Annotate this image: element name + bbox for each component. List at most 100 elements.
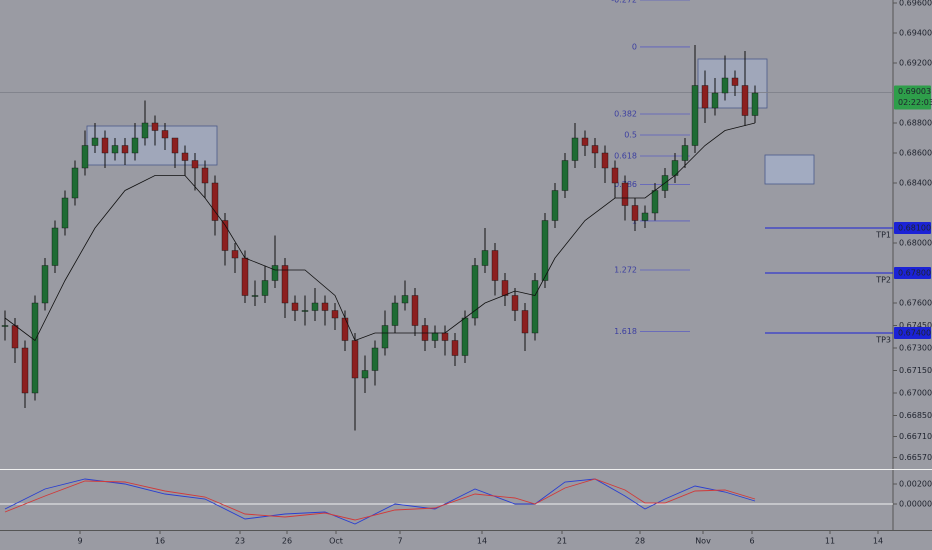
candle-body <box>751 92 759 116</box>
x-tick-label: Oct <box>329 537 343 546</box>
y-tick-label: 0.66710 <box>899 432 932 441</box>
candle-body <box>241 257 249 296</box>
fib-label: 0.382 <box>614 110 637 119</box>
x-tick-label: 14 <box>873 537 883 546</box>
candle-body <box>441 332 449 341</box>
candle-body <box>401 295 409 304</box>
target-name: TP1 <box>875 231 891 240</box>
candle-body <box>631 205 639 221</box>
y-tick-label: 0.67000 <box>899 389 932 398</box>
candle-body <box>381 325 389 349</box>
candle-body <box>651 190 659 214</box>
candle-body <box>611 167 619 184</box>
candle-body <box>641 212 649 221</box>
target-tag <box>894 222 931 234</box>
candle-body <box>491 250 499 281</box>
x-tick-label: 9 <box>77 537 82 546</box>
target-tag <box>894 267 931 279</box>
candle-body <box>271 265 279 281</box>
candle-body <box>371 347 379 371</box>
zone-box <box>764 154 815 185</box>
candle-body <box>221 220 229 251</box>
fib-label: -0.272 <box>611 0 637 5</box>
candle-body <box>591 145 599 154</box>
candle-body <box>461 317 469 356</box>
candle-body <box>231 250 239 259</box>
osc-line <box>4 478 756 521</box>
candle-body <box>171 137 179 154</box>
candle-body <box>81 145 89 169</box>
candle-body <box>521 310 529 334</box>
candle-body <box>151 122 159 131</box>
fib-label: 0.5 <box>624 131 637 140</box>
candle-body <box>11 325 19 349</box>
countdown: 02:22:03 <box>898 98 932 107</box>
y-tick-label: 0.68400 <box>899 179 932 188</box>
candle-body <box>601 152 609 169</box>
x-tick-label: 26 <box>282 537 292 546</box>
x-tick-label: 23 <box>235 537 245 546</box>
candle-body <box>261 280 269 296</box>
y-tick-label: 0.68000 <box>899 239 932 248</box>
candle-body <box>311 302 319 311</box>
candle-body <box>131 137 139 154</box>
candle-body <box>91 137 99 146</box>
x-tick-label: 7 <box>397 537 402 546</box>
candle-body <box>251 295 259 297</box>
target-name: TP3 <box>875 336 891 345</box>
x-tick-label: 16 <box>155 537 165 546</box>
osc-line <box>4 478 756 525</box>
y-tick-label: 0.68600 <box>899 149 932 158</box>
y-tick-label: 0.69400 <box>899 29 932 38</box>
trend-line <box>4 122 756 342</box>
candle-body <box>721 77 729 94</box>
candle-body <box>201 167 209 184</box>
candle-body <box>511 295 519 311</box>
fib-label: 1 <box>632 216 637 225</box>
x-tick-label: 21 <box>557 537 567 546</box>
candle-body <box>581 137 589 146</box>
x-tick-label: 6 <box>749 537 754 546</box>
y-tick-label: 0.68800 <box>899 119 932 128</box>
candle-body <box>681 145 689 161</box>
target-price: 0.68100 <box>898 224 931 233</box>
x-tick-label: Nov <box>695 537 711 546</box>
x-tick-label: 11 <box>825 537 835 546</box>
candle-body <box>731 77 739 86</box>
candle-body <box>561 160 569 191</box>
x-tick-label: 28 <box>635 537 645 546</box>
candle-body <box>411 295 419 326</box>
y-tick-label: 0.67600 <box>899 299 932 308</box>
candle-body <box>21 347 29 394</box>
candle-body <box>51 227 59 266</box>
candle-body <box>711 92 719 109</box>
y-tick-label: 0.66570 <box>899 453 932 462</box>
candle-body <box>471 265 479 319</box>
candle-body <box>111 145 119 154</box>
candle-body <box>331 310 339 319</box>
candle-body <box>161 130 169 139</box>
target-price: 0.67400 <box>898 329 931 338</box>
candle-body <box>571 137 579 161</box>
y-tick-label: 0.67300 <box>899 344 932 353</box>
y-tick-label: 0.69200 <box>899 59 932 68</box>
fib-label: 0.618 <box>614 152 637 161</box>
osc-tick-label: 0.00200 <box>899 480 932 489</box>
candle-body <box>321 302 329 311</box>
candle-body <box>391 302 399 326</box>
candle-body <box>351 340 359 379</box>
candle-body <box>701 85 709 109</box>
y-tick-label: 0.69600 <box>899 0 932 8</box>
fib-label: 0 <box>632 42 637 51</box>
candle-body <box>341 317 349 341</box>
candle-body <box>181 152 189 161</box>
candle-body <box>71 167 79 199</box>
candle-body <box>621 182 629 206</box>
candle-body <box>451 340 459 356</box>
fib-label: 1.618 <box>614 327 637 336</box>
candle-body <box>281 265 289 304</box>
candle-body <box>301 310 309 312</box>
